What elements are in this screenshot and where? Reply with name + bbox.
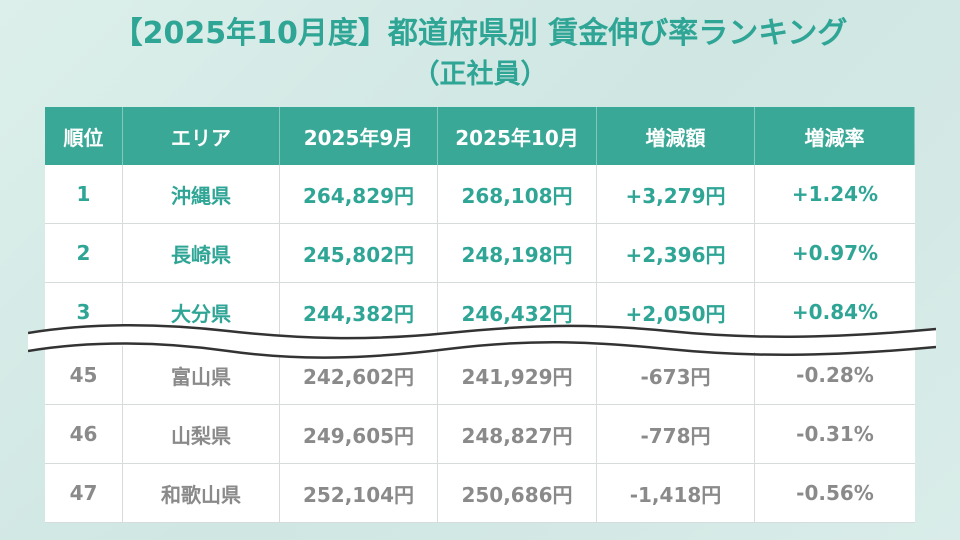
header-rank: 順位	[45, 107, 123, 165]
rank-cell: 1	[45, 165, 123, 224]
ranking-table: 順位 エリア 2025年9月 2025年10月 増減額 増減率 1 沖縄県 26…	[45, 107, 915, 523]
area-cell: 大分県	[123, 283, 280, 342]
page-title: 【2025年10月度】都道府県別 賃金伸び率ランキング	[112, 16, 848, 51]
change-amount-cell: +3,279円	[597, 165, 755, 224]
area-cell: 沖縄県	[123, 165, 280, 224]
area-cell: 和歌山県	[123, 464, 280, 523]
header-oct-2025: 2025年10月	[438, 107, 597, 165]
sep-wage-cell: 249,605円	[280, 405, 438, 464]
table-row: 46 山梨県 249,605円 248,827円 -778円 -0.31%	[45, 405, 915, 464]
table-row: 47 和歌山県 252,104円 250,686円 -1,418円 -0.56%	[45, 464, 915, 523]
header-change-amount: 増減額	[597, 107, 755, 165]
change-rate-cell: -0.56%	[755, 464, 915, 523]
sep-wage-cell: 242,602円	[280, 346, 438, 405]
oct-wage-cell: 248,198円	[438, 224, 597, 283]
oct-wage-cell: 241,929円	[438, 346, 597, 405]
rank-cell: 2	[45, 224, 123, 283]
sep-wage-cell: 252,104円	[280, 464, 438, 523]
change-rate-cell: -0.28%	[755, 346, 915, 405]
rank-cell: 47	[45, 464, 123, 523]
rank-cell: 45	[45, 346, 123, 405]
change-amount-cell: -673円	[597, 346, 755, 405]
change-rate-cell: -0.31%	[755, 405, 915, 464]
change-amount-cell: -1,418円	[597, 464, 755, 523]
header-area: エリア	[123, 107, 280, 165]
sep-wage-cell: 264,829円	[280, 165, 438, 224]
area-cell: 山梨県	[123, 405, 280, 464]
sep-wage-cell: 245,802円	[280, 224, 438, 283]
header-change-rate: 増減率	[755, 107, 915, 165]
change-rate-cell: +0.84%	[755, 283, 915, 342]
table-row: 1 沖縄県 264,829円 268,108円 +3,279円 +1.24%	[45, 165, 915, 224]
change-rate-cell: +1.24%	[755, 165, 915, 224]
header-sep-2025: 2025年9月	[280, 107, 438, 165]
oct-wage-cell: 250,686円	[438, 464, 597, 523]
oct-wage-cell: 248,827円	[438, 405, 597, 464]
area-cell: 富山県	[123, 346, 280, 405]
page-subtitle: （正社員）	[412, 59, 548, 90]
oct-wage-cell: 268,108円	[438, 165, 597, 224]
change-amount-cell: -778円	[597, 405, 755, 464]
table-row: 2 長崎県 245,802円 248,198円 +2,396円 +0.97%	[45, 224, 915, 283]
rank-cell: 46	[45, 405, 123, 464]
area-cell: 長崎県	[123, 224, 280, 283]
wavy-break-divider	[28, 323, 936, 359]
change-rate-cell: +0.97%	[755, 224, 915, 283]
table-row: 45 富山県 242,602円 241,929円 -673円 -0.28%	[45, 346, 915, 405]
table-header-row: 順位 エリア 2025年9月 2025年10月 増減額 増減率	[45, 107, 915, 165]
change-amount-cell: +2,396円	[597, 224, 755, 283]
